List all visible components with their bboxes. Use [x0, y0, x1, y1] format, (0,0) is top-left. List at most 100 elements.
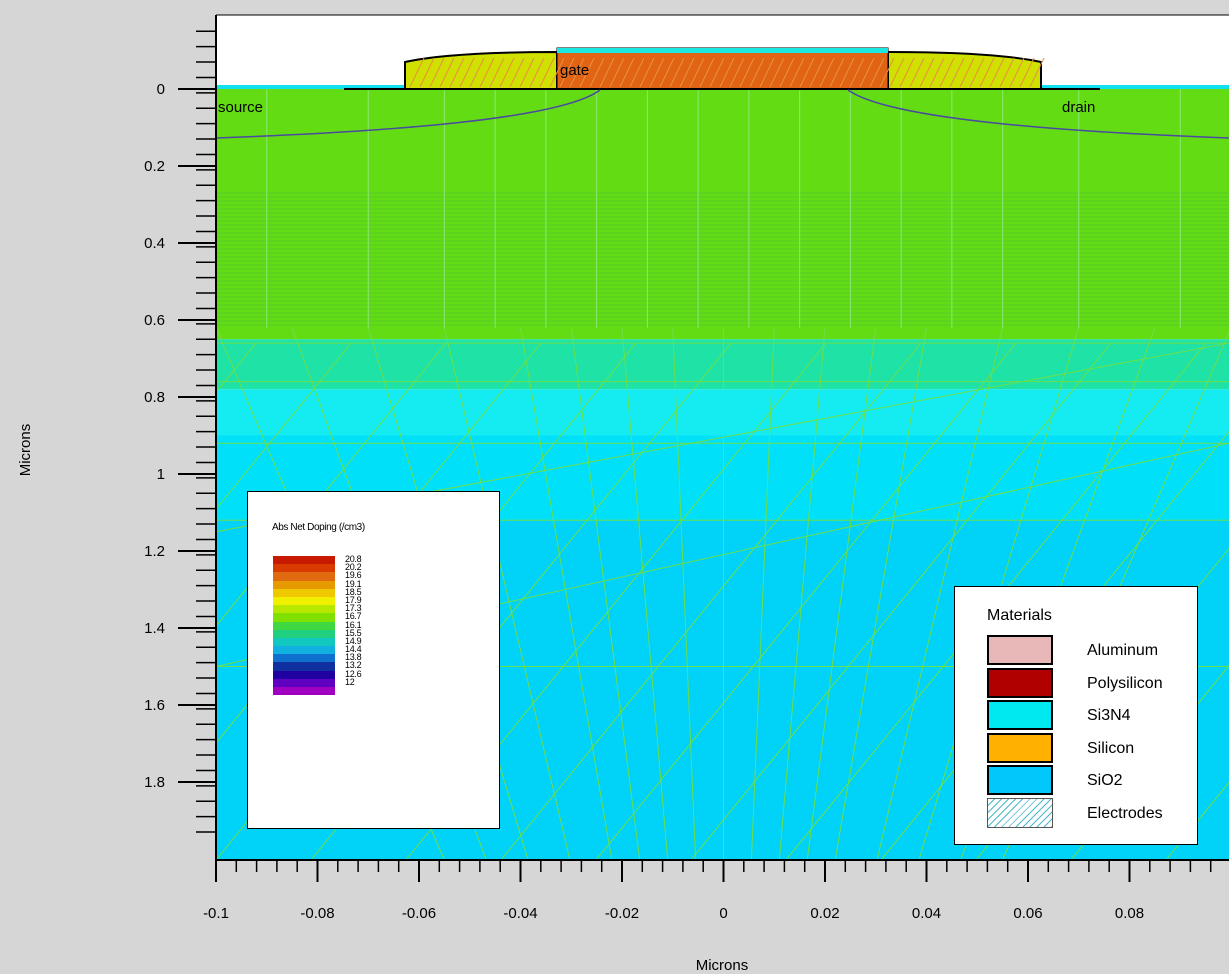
- drain-junction: [847, 89, 1229, 139]
- material-label: Aluminum: [1087, 642, 1159, 659]
- gate-hatch: [539, 57, 555, 88]
- gate-hatch: [509, 57, 525, 88]
- x-tick-label: 0.06: [1013, 905, 1042, 922]
- colorbar-value: 19.1: [345, 578, 362, 589]
- axes-group: 0 0.2 0.4 0.6 0.8 1 1.2 1.4 1.6 1.8 -0.1 -0.08 -0.06…: [144, 14, 1229, 922]
- gate-hatch: [989, 57, 1005, 88]
- colorbar-swatch: [273, 637, 335, 647]
- material-label: Electrodes: [1087, 804, 1163, 822]
- gate-hatch: [1029, 57, 1045, 88]
- colorbar-value: 15.5: [345, 627, 362, 638]
- gate-hatch: [909, 57, 925, 88]
- mesh-fanline: [876, 327, 1004, 860]
- colorbar-value: 12: [345, 676, 355, 687]
- gate-hatch: [889, 57, 905, 88]
- gate-hatch: [929, 57, 945, 88]
- x-tick-label: -0.06: [402, 905, 436, 922]
- x-tick-label: 0.02: [810, 905, 839, 922]
- gate-hatch: [1019, 57, 1035, 88]
- gate-hatch: [529, 57, 545, 88]
- gate-hatch: [829, 57, 845, 88]
- colorbar-value: 16.1: [345, 619, 362, 630]
- mesh-fanline: [443, 327, 571, 860]
- materials-legend-title: Materials: [987, 607, 1052, 624]
- gate-hatch: [629, 57, 645, 88]
- colorbar-value: 17.3: [345, 603, 362, 614]
- gate-hatch: [799, 57, 815, 88]
- y-tick-label: 1.8: [144, 774, 165, 791]
- doping-band-0: [216, 89, 1229, 340]
- gate-hatch: [479, 57, 495, 88]
- mesh-diagonal: [0, 343, 161, 860]
- mesh-diagonal: [0, 343, 66, 860]
- gate-hatch: [719, 57, 735, 88]
- mesh-fanline: [621, 327, 669, 860]
- y-tick-label: 0.2: [144, 158, 165, 175]
- gate-hatch: [499, 57, 515, 88]
- colorbar-value: 13.8: [345, 652, 362, 663]
- region-label-gate: gate: [560, 62, 589, 79]
- y-tick-label: 1: [157, 466, 165, 483]
- gate-hatch: [649, 57, 665, 88]
- mesh-lines: [0, 89, 1229, 860]
- gate-top-nitride: [557, 48, 888, 53]
- colorbar-swatch: [273, 646, 335, 655]
- gate-hatch: [579, 57, 595, 88]
- gate-hatch: [429, 57, 445, 88]
- gate-hatch: [709, 57, 725, 88]
- mesh-fanline: [778, 327, 826, 860]
- x-tick-label: -0.04: [503, 905, 537, 922]
- gate-hatch: [669, 57, 685, 88]
- gate-hatch: [689, 57, 705, 88]
- material-item-silicon: Silicon: [987, 732, 1192, 763]
- material-swatch: [987, 765, 1053, 795]
- device-structure: [216, 47, 1229, 139]
- gate-hatch: [419, 57, 435, 88]
- x-tick-label: -0.1: [203, 905, 229, 922]
- y-tick-label: 1.4: [144, 620, 165, 637]
- gate-hatch: [589, 57, 605, 88]
- gate-hatch: [519, 57, 535, 88]
- gate-hatch: [609, 57, 625, 88]
- x-tick-label: 0: [719, 905, 727, 922]
- colorbar-swatch: [273, 613, 335, 622]
- mesh-diagonal: [690, 342, 1112, 860]
- material-label: SiO2: [1087, 772, 1123, 789]
- gate-hatch: [569, 57, 585, 88]
- material-swatch: [987, 797, 1053, 828]
- y-axis-title: Microns: [17, 424, 34, 477]
- source-junction: [216, 89, 601, 139]
- material-item-aluminum: Aluminum: [987, 635, 1192, 665]
- gate-hatch: [469, 57, 485, 88]
- gate-hatch: [679, 57, 695, 88]
- mesh-fanline: [672, 327, 697, 860]
- colorbar-swatch: [273, 629, 335, 638]
- gate-hatch: [619, 57, 635, 88]
- material-swatch: [987, 635, 1053, 665]
- colorbar-swatch: [273, 572, 335, 581]
- doping-colorbar-values: 20.8 20.2 19.6 19.1 18.5 17.9 17.3 16.7 16.1 15.5…: [345, 554, 362, 687]
- material-item-polysilicon: Polysilicon: [987, 667, 1192, 698]
- material-item-electrodes: Electrodes: [987, 797, 1192, 828]
- y-tick-label: 0.4: [144, 235, 165, 252]
- colorbar-swatch: [273, 605, 335, 614]
- colorbar-swatch: [273, 580, 335, 589]
- gate-hatch: [809, 57, 825, 88]
- colorbar-value: 13.2: [345, 660, 362, 671]
- gate-hatch: [549, 57, 565, 88]
- doping-legend-title: Abs Net Doping (/cm3): [272, 522, 365, 533]
- mesh-diagonal: [595, 342, 1017, 860]
- colorbar-value: 19.6: [345, 570, 362, 581]
- material-swatch: [987, 732, 1053, 763]
- region-label-drain: drain: [1062, 99, 1095, 116]
- region-label-source: source: [218, 99, 263, 116]
- colorbar-swatch: [273, 662, 335, 671]
- gate-hatch: [789, 57, 805, 88]
- material-swatch: [987, 667, 1053, 698]
- x-axis-title: Microns: [696, 957, 749, 974]
- gate-hatch: [459, 57, 475, 88]
- colorbar-swatch: [273, 564, 335, 573]
- mesh-fanline: [520, 327, 613, 860]
- colorbar-value: 18.5: [345, 586, 362, 597]
- gate-hatch: [699, 57, 715, 88]
